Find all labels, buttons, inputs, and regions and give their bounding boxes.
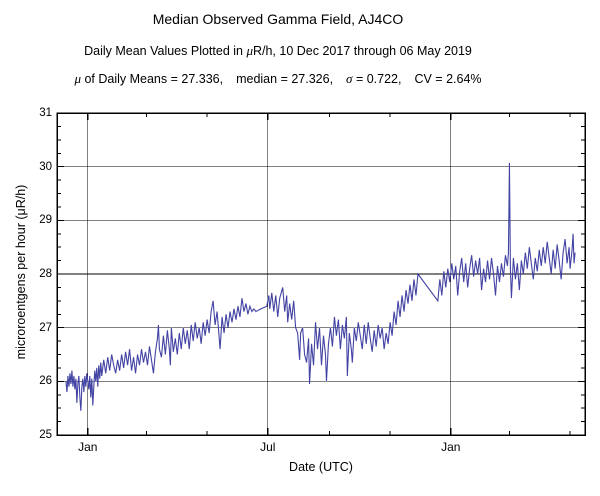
x-tick-label: Jan — [78, 440, 98, 454]
mu-symbol: μ — [246, 43, 253, 58]
chart-title: Median Observed Gamma Field, AJ4CO — [152, 11, 404, 27]
y-tick-label: 29 — [39, 214, 52, 227]
plot-border — [56, 112, 586, 436]
y-tick-label: 30 — [39, 160, 52, 173]
subtitle-text-post: R/h, 10 Dec 2017 through 06 May 2019 — [252, 44, 472, 58]
y-tick-label: 25 — [39, 429, 52, 441]
sigma-symbol: σ — [346, 71, 353, 86]
x-tick-label: Jul — [260, 440, 276, 454]
y-tick-label: 26 — [39, 375, 52, 388]
stats-median: median = 27.326, — [236, 72, 334, 86]
data-line — [65, 162, 576, 411]
y-axis-title: microroentgens per hour (μR/h) — [14, 184, 28, 360]
subtitle-text-pre: Daily Mean Values Plotted in — [84, 44, 247, 58]
mu-symbol: μ — [74, 71, 81, 86]
chart-subtitle: Daily Mean Values Plotted in μR/h, 10 De… — [0, 43, 556, 59]
stats-mean: of Daily Means = 27.336, — [80, 72, 224, 86]
x-tick-label: Jan — [441, 440, 461, 454]
y-tick-label: 31 — [39, 107, 52, 119]
chart-stats: μ of Daily Means = 27.336, median = 27.32… — [0, 71, 556, 87]
x-axis-title: Date (UTC) — [289, 460, 353, 474]
y-tick-label: 28 — [39, 268, 52, 280]
y-tick-label: 27 — [39, 321, 52, 334]
stats-sigma-value: = 0.722, — [352, 72, 402, 86]
stats-cv: CV = 2.64% — [414, 72, 482, 86]
